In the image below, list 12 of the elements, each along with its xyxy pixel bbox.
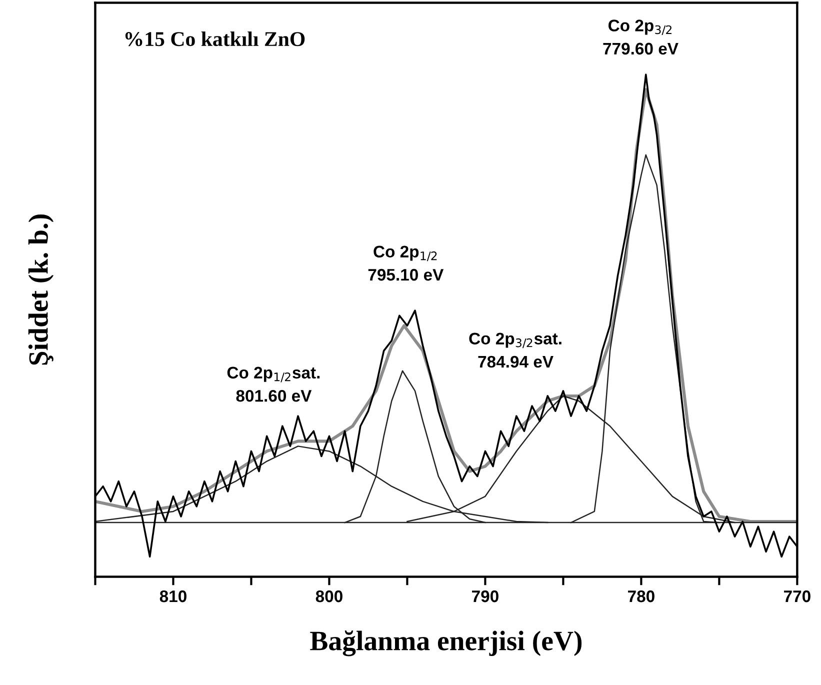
- text: %15 Co katkılı ZnO: [125, 31, 305, 46]
- annotation: Co 2p$_{3/2}$sat. 784.94 eV: [469, 332, 562, 368]
- x-tick-label: 800: [316, 590, 342, 602]
- y-axis-title: Şiddet (k. b.): [28, 214, 54, 365]
- x-tick-label: 770: [784, 590, 810, 602]
- x-tick-label: 790: [472, 590, 498, 602]
- x-tick-label: 780: [628, 590, 654, 602]
- annotation: Co 2p$_{1/2}$ 795.10 eV: [368, 246, 444, 281]
- x-tick-label: 810: [160, 590, 186, 602]
- annotation: Co 2p$_{3/2}$ 779.60 eV: [603, 20, 678, 55]
- x-axis-title: Bağlanma enerjisi (eV): [310, 630, 582, 656]
- annotation: Co 2p$_{1/2}$sat. 801.60 eV: [227, 366, 320, 402]
